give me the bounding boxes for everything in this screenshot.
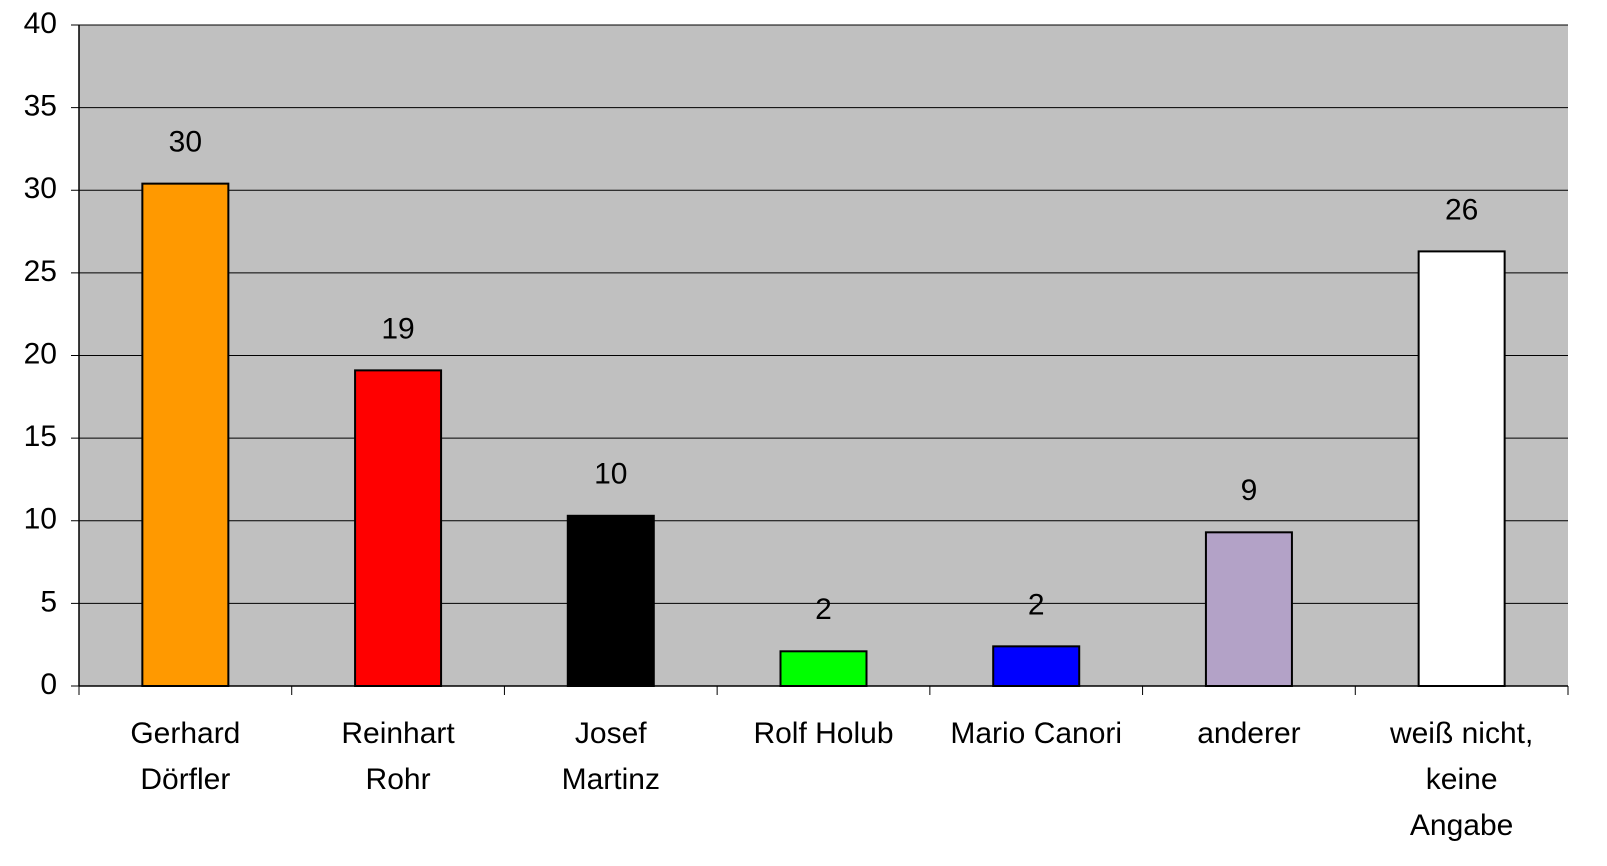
y-tick-label: 25 bbox=[24, 255, 57, 288]
bar bbox=[566, 514, 655, 687]
y-tick-label: 30 bbox=[24, 172, 57, 205]
bar bbox=[779, 650, 868, 687]
x-tick-label: Angabe bbox=[1410, 809, 1513, 842]
y-tick-label: 15 bbox=[24, 420, 57, 453]
value-label: 26 bbox=[1445, 193, 1478, 226]
value-label: 2 bbox=[1028, 588, 1045, 621]
y-tick-label: 40 bbox=[24, 7, 57, 40]
x-tick-label: keine bbox=[1426, 763, 1498, 796]
value-label: 10 bbox=[594, 458, 627, 491]
x-tick-label: Dörfler bbox=[140, 763, 230, 796]
y-tick-label: 20 bbox=[24, 337, 57, 370]
value-label: 19 bbox=[381, 312, 414, 345]
x-tick-label: Reinhart bbox=[341, 717, 455, 750]
bar bbox=[1417, 250, 1506, 688]
y-tick-label: 35 bbox=[24, 90, 57, 123]
bar bbox=[354, 369, 443, 687]
y-tick-label: 10 bbox=[24, 503, 57, 536]
value-label: 9 bbox=[1241, 474, 1258, 507]
x-tick-label: anderer bbox=[1197, 717, 1300, 750]
x-tick-label: Josef bbox=[575, 717, 647, 750]
y-tick-label: 5 bbox=[40, 585, 57, 618]
x-tick-label: Martinz bbox=[562, 763, 660, 796]
bar bbox=[992, 645, 1081, 688]
bar bbox=[141, 182, 230, 687]
value-label: 30 bbox=[169, 126, 202, 159]
x-tick-label: Rolf Holub bbox=[753, 717, 893, 750]
x-tick-label: Rohr bbox=[366, 763, 431, 796]
bar bbox=[1204, 531, 1293, 687]
x-tick-label: Gerhard bbox=[130, 717, 240, 750]
x-tick-label: weiß nicht, bbox=[1389, 717, 1533, 750]
value-label: 2 bbox=[815, 593, 832, 626]
y-tick-label: 0 bbox=[40, 668, 57, 701]
x-tick-label: Mario Canori bbox=[950, 717, 1122, 750]
